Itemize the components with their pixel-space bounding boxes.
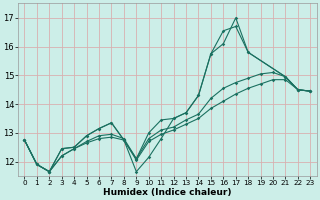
- X-axis label: Humidex (Indice chaleur): Humidex (Indice chaleur): [103, 188, 232, 197]
